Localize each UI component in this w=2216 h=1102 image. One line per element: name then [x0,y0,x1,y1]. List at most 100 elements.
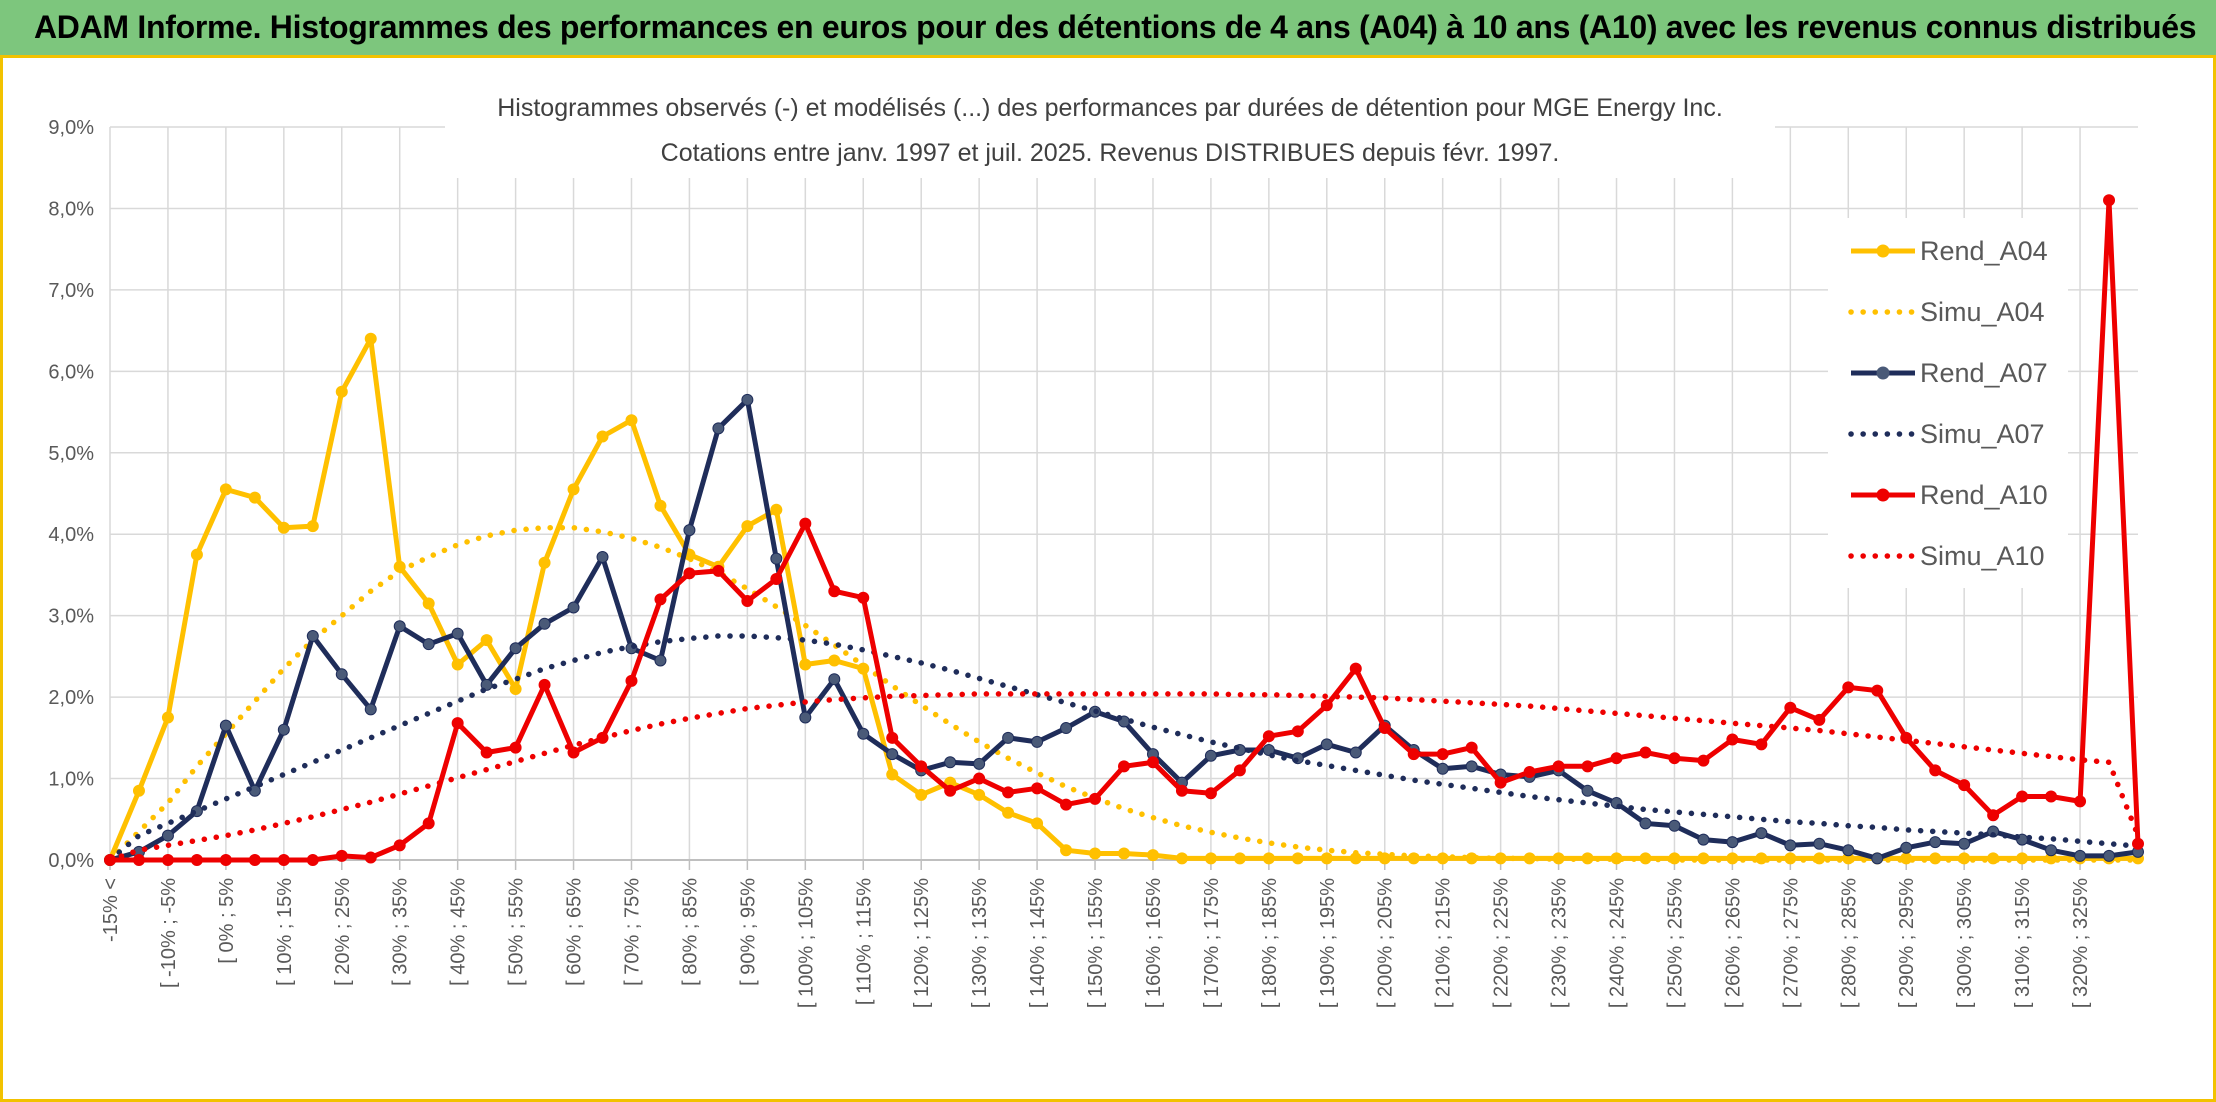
data-point-Rend_A10 [741,595,754,608]
x-tick-label: [ 30% ; 35% [390,878,412,986]
data-point-Rend_A04 [451,658,464,671]
data-point-Rend_A10 [1060,798,1073,811]
series [104,194,2144,866]
title-background [445,88,1775,178]
data-point-Rend_A07 [509,642,522,655]
data-point-Rend_A10 [2045,790,2058,803]
data-point-Rend_A10 [944,784,957,797]
data-point-Rend_A10 [1871,684,1884,697]
data-point-Rend_A07 [944,756,957,769]
banner-title: ADAM Informe. Histogrammes des performan… [34,9,2197,45]
data-point-Rend_A10 [190,854,203,866]
y-tick-label: 1,0% [48,769,94,791]
data-point-Rend_A07 [654,654,667,667]
report-banner: ADAM Informe. Histogrammes des performan… [0,0,2216,58]
data-point-Rend_A07 [538,617,551,630]
data-point-Rend_A10 [2074,795,2087,808]
data-point-Rend_A07 [1436,762,1449,775]
x-tick-label: [ 40% ; 45% [448,878,470,986]
legend-label: Rend_A04 [1920,236,2048,266]
x-tick-label: [ 110% ; 115% [853,878,875,1005]
data-point-Rend_A10 [422,817,435,830]
data-point-Rend_A07 [886,748,899,761]
y-tick-label: 7,0% [48,280,94,302]
data-point-Rend_A10 [1639,746,1652,759]
data-point-Rend_A10 [1175,784,1188,797]
x-tick-label: [ 140% ; 145% [1027,878,1049,1008]
data-point-Rend_A04 [799,658,812,671]
x-tick-label: [ 290% ; 295% [1896,878,1918,1008]
x-tick-label: [ -10% ; -5% [158,878,180,988]
x-tick-label: [ 320% ; 325% [2070,878,2092,1008]
legend-label: Simu_A04 [1920,297,2045,327]
data-point-Rend_A10 [1031,782,1044,795]
data-point-Rend_A07 [712,422,725,435]
x-tick-label: [ 10% ; 15% [274,878,296,986]
data-point-Rend_A07 [1581,784,1594,797]
data-point-Rend_A04 [596,430,609,443]
data-point-Rend_A10 [1987,809,2000,822]
data-point-Rend_A10 [1929,764,1942,777]
data-point-Rend_A10 [248,854,261,866]
data-point-Rend_A07 [799,711,812,724]
legend-marker-Rend_A04 [1876,244,1890,258]
legend-label: Simu_A10 [1920,541,2045,571]
data-point-Rend_A04 [248,491,261,504]
y-tick-label: 3,0% [48,606,94,628]
x-tick-label: [ 270% ; 275% [1780,878,1802,1008]
data-point-Rend_A10 [1842,681,1855,694]
data-point-Rend_A10 [1407,748,1420,761]
y-tick-label: 4,0% [48,524,94,546]
x-tick-label: [ 150% ; 155% [1085,878,1107,1008]
data-point-Rend_A04 [335,385,348,398]
data-point-Rend_A10 [1552,760,1565,773]
data-point-Rend_A07 [306,630,319,643]
data-point-Rend_A04 [1146,849,1159,862]
data-point-Rend_A07 [1755,827,1768,840]
data-point-Rend_A07 [335,668,348,681]
y-tick-label: 5,0% [48,443,94,465]
data-point-Rend_A04 [1002,806,1015,819]
x-tick-label: [ 260% ; 265% [1722,878,1744,1008]
data-point-Rend_A07 [1929,836,1942,849]
y-tick-label: 8,0% [48,198,94,220]
x-tick-label: [ 0% ; 5% [216,878,238,964]
data-point-Rend_A04 [886,768,899,781]
data-point-Rend_A04 [364,332,377,345]
data-point-Rend_A04 [828,654,841,667]
x-tick-label: [ 170% ; 175% [1201,878,1223,1008]
data-point-Rend_A10 [683,567,696,580]
data-point-Rend_A10 [393,839,406,852]
data-point-Rend_A07 [683,524,696,537]
data-point-Rend_A04 [306,520,319,533]
x-tick-label: [ 310% ; 315% [2012,878,2034,1008]
data-point-Rend_A07 [2074,849,2087,862]
data-point-Rend_A10 [1204,787,1217,800]
x-tick-label: [ 240% ; 245% [1607,878,1629,1008]
chart-frame [0,58,2216,1102]
data-point-Rend_A04 [219,483,232,496]
x-tick-label: [ 300% ; 305% [1954,878,1976,1008]
data-point-Rend_A10 [1291,725,1304,738]
data-point-Rend_A10 [799,517,812,530]
data-point-Rend_A10 [1755,738,1768,751]
data-point-Rend_A07 [219,719,232,732]
data-point-Rend_A04 [1233,852,1246,865]
legend: Rend_A04 Simu_A04 Rend_A07 Simu_A07 Rend_A10… [1828,218,2068,588]
y-tick-label: 6,0% [48,361,94,383]
data-point-Rend_A07 [596,551,609,564]
x-tick-label: [ 200% ; 205% [1375,878,1397,1008]
data-point-Rend_A07 [1958,837,1971,850]
data-point-Rend_A10 [509,741,522,754]
x-tick-label: [ 280% ; 285% [1838,878,1860,1008]
data-point-Rend_A10 [335,849,348,862]
data-point-Rend_A04 [1089,847,1102,860]
x-tick-label: [ 90% ; 95% [737,878,759,986]
grid [109,126,2138,861]
data-point-Rend_A07 [1900,841,1913,854]
data-point-Rend_A07 [741,393,754,406]
data-point-Rend_A07 [1668,819,1681,832]
data-point-Rend_A07 [1639,817,1652,830]
data-point-Rend_A04 [1204,852,1217,865]
x-tick-label: [ 230% ; 235% [1549,878,1571,1008]
